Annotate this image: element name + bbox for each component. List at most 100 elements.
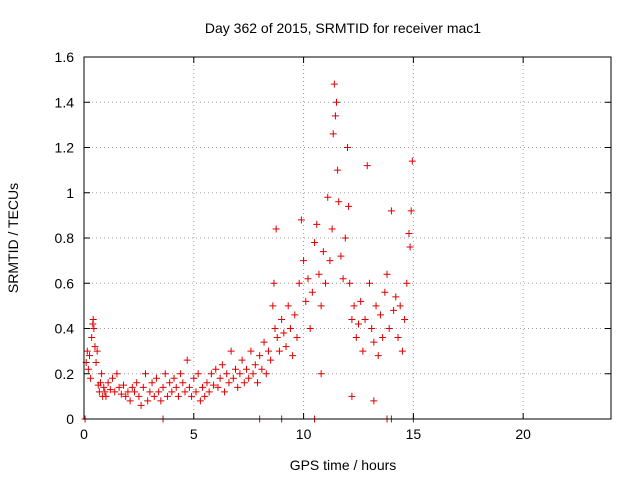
data-point-marker [201,392,209,400]
data-point-marker [115,383,123,391]
data-point-marker [330,80,338,88]
data-point-marker [269,302,277,310]
data-point-marker [253,379,261,387]
y-tick-label: 1.4 [55,94,75,110]
data-point-marker [245,374,253,382]
data-point-marker [172,383,180,391]
data-point-marker [214,383,222,391]
data-point-marker [113,370,121,378]
data-point-marker [304,275,312,283]
data-point-marker [370,338,378,346]
data-point-marker [236,370,244,378]
data-point-marker [188,392,196,400]
data-point-marker [139,383,147,391]
y-tick-label: 0.8 [55,230,75,246]
data-point-marker [306,325,314,332]
data-point-marker [102,392,110,400]
data-point-marker [319,248,327,256]
data-point-marker [390,306,398,314]
data-point-marker [379,334,387,342]
data-point-marker [126,397,134,405]
data-point-marker [345,202,353,210]
data-point-marker [348,315,356,323]
grid-lines [84,57,611,419]
data-point-marker [352,334,360,342]
data-point-marker [133,379,141,387]
y-tick-label: 1.6 [55,49,75,65]
data-point-marker [128,383,136,391]
x-axis-label: GPS time / hours [290,457,397,473]
data-point-marker [207,370,215,378]
data-point-marker [238,356,246,364]
data-point-marker [210,381,218,389]
data-point-marker [91,343,99,351]
data-point-marker [383,270,391,278]
data-point-marker [361,315,369,323]
x-tick-label: 15 [406,426,422,442]
data-point-marker [278,315,286,323]
x-tick-label: 5 [190,426,198,442]
data-point-marker [328,225,336,233]
data-point-marker [88,334,96,342]
data-point-marker [152,374,160,382]
data-point-marker [401,315,409,323]
data-point-marker [302,297,310,305]
data-point-marker [124,388,132,396]
data-point-marker [227,347,235,355]
data-point-marker [359,347,367,355]
data-point-marker [106,386,114,394]
data-point-marker [311,239,319,247]
data-point-marker [313,220,321,228]
data-point-marker [394,334,402,342]
data-point-marker [337,252,345,260]
data-point-marker [357,297,365,305]
data-points [81,80,417,423]
data-point-marker [396,302,404,310]
data-point-marker [387,207,395,215]
data-point-marker [117,390,125,398]
data-point-marker [234,383,242,391]
data-point-marker [87,374,95,382]
data-point-marker [295,279,303,287]
data-point-marker [264,347,272,355]
data-point-marker [221,388,229,396]
data-point-marker [232,365,240,373]
x-tick-label: 0 [80,426,88,442]
data-point-marker [368,325,376,332]
data-point-marker [203,379,211,387]
data-point-marker [365,279,373,287]
data-point-marker [168,388,176,396]
data-point-marker [84,365,92,373]
data-point-marker [179,379,187,387]
data-point-marker [83,347,91,355]
data-point-marker [324,193,332,201]
data-point-marker [376,311,384,319]
data-point-marker [205,388,213,396]
data-point-marker [286,325,294,332]
data-point-marker [275,347,283,355]
data-point-marker [101,388,109,396]
data-point-marker [372,302,380,310]
data-point-marker [223,370,231,378]
data-point-marker [192,388,200,396]
data-point-marker [98,370,106,378]
data-point-marker [258,365,266,373]
data-point-marker [111,388,119,396]
data-point-marker [159,383,167,391]
data-point-marker [92,358,100,366]
y-axis-label: SRMTID / TECUs [5,183,21,293]
data-point-marker [348,392,356,400]
data-point-marker [322,279,330,287]
data-point-marker [90,325,98,332]
data-point-marker [291,311,299,319]
data-point-marker [270,279,278,287]
data-point-marker [174,392,182,400]
data-point-marker [212,365,220,373]
y-tick-label: 0.2 [55,366,75,382]
data-point-marker [137,401,145,409]
data-point-marker [177,370,185,378]
data-point-marker [331,112,339,120]
data-point-marker [350,302,358,310]
data-point-marker [141,370,149,378]
